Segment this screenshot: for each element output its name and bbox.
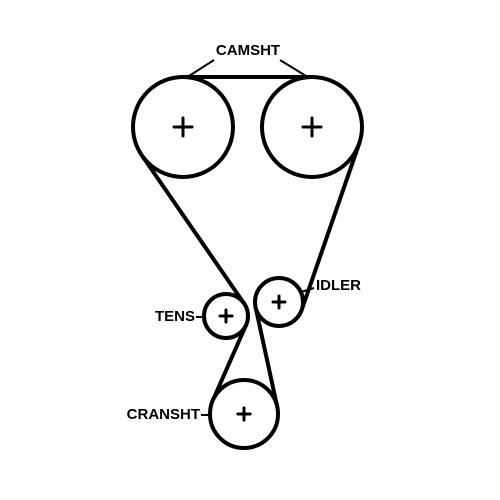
leader-line — [189, 60, 214, 76]
label-idler: IDLER — [316, 277, 361, 294]
leader-line — [280, 60, 306, 76]
label-cransht: CRANSHT — [127, 406, 200, 423]
label-tens: TENS — [155, 308, 195, 325]
label-camsht: CAMSHT — [216, 42, 280, 59]
pulleys — [133, 77, 362, 448]
timing-belt-diagram: CAMSHT TENS IDLER CRANSHT — [0, 0, 500, 500]
